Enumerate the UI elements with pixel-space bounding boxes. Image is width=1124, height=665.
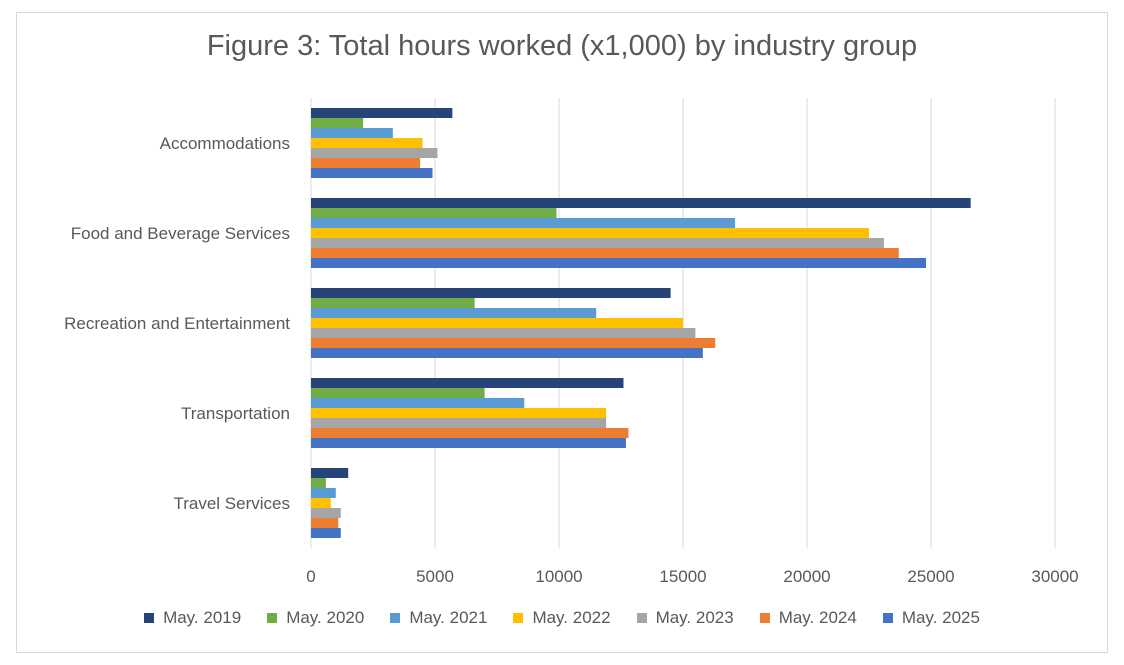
bar [311, 328, 696, 338]
bar [311, 438, 626, 448]
x-tick-label: 30000 [1031, 567, 1078, 586]
bar [311, 138, 423, 148]
bar [311, 388, 485, 398]
bar [311, 508, 341, 518]
legend-label: May. 2020 [286, 608, 365, 627]
category-label: Accommodations [160, 134, 290, 153]
legend-label: May. 2022 [532, 608, 611, 627]
legend-label: May. 2024 [778, 608, 857, 627]
legend-swatch [144, 613, 155, 623]
bar [311, 428, 629, 438]
x-tick-label: 20000 [783, 567, 830, 586]
legend: May. 2019 May. 2020 May. 2021 May. 2022 May.… [0, 608, 1124, 628]
x-tick-label: 15000 [659, 567, 706, 586]
bar [311, 158, 421, 168]
legend-label: May. 2021 [409, 608, 488, 627]
x-tick-label: 25000 [907, 567, 954, 586]
bar [311, 218, 736, 228]
bar [311, 118, 364, 128]
bar [311, 518, 339, 528]
bar [311, 308, 597, 318]
chart-title: Figure 3: Total hours worked (x1,000) by… [206, 30, 918, 62]
bar [311, 378, 624, 388]
legend-item: May. 2024 [759, 608, 857, 628]
bar [311, 398, 525, 408]
legend-swatch [513, 613, 524, 623]
x-tick-label: 5000 [416, 567, 454, 586]
x-tick-label: 10000 [535, 567, 582, 586]
category-label: Transportation [181, 404, 290, 423]
legend-swatch [882, 613, 893, 623]
category-label: Travel Services [173, 494, 290, 513]
bar [311, 228, 869, 238]
bar [311, 168, 433, 178]
category-label: Food and Beverage Services [71, 224, 290, 243]
bar [311, 288, 671, 298]
bar [311, 108, 453, 118]
legend-swatch [636, 613, 647, 623]
plot-area: 0 5000 10000 15000 20000 25000 30000 Accommodat… [64, 98, 1079, 586]
bar [311, 488, 336, 498]
bar [311, 208, 557, 218]
bar [311, 198, 971, 208]
x-tick-label: 0 [306, 567, 315, 586]
bar [311, 408, 607, 418]
legend-label: May. 2019 [163, 608, 242, 627]
legend-swatch [390, 613, 401, 623]
bar [311, 468, 349, 478]
category-label: Recreation and Entertainment [64, 314, 290, 333]
legend-swatch [267, 613, 278, 623]
legend-item: May. 2019 [144, 608, 241, 628]
legend-label: May. 2023 [655, 608, 734, 627]
bar [311, 528, 341, 538]
bar [311, 248, 899, 258]
bar [311, 418, 607, 428]
bar [311, 478, 326, 488]
bar [311, 258, 927, 268]
legend-item: May. 2023 [636, 608, 734, 628]
bar [311, 318, 683, 328]
legend-item: May. 2022 [513, 608, 611, 628]
bar [311, 128, 393, 138]
bar [311, 238, 884, 248]
bar [311, 338, 716, 348]
bar [311, 298, 475, 308]
legend-item: May. 2020 [267, 608, 364, 628]
legend-item: May. 2021 [390, 608, 487, 628]
bar [311, 148, 438, 158]
legend-swatch [759, 613, 770, 623]
bar [311, 498, 331, 508]
legend-label: May. 2025 [901, 608, 980, 627]
legend-item: May. 2025 [882, 608, 980, 628]
bar [311, 348, 703, 358]
